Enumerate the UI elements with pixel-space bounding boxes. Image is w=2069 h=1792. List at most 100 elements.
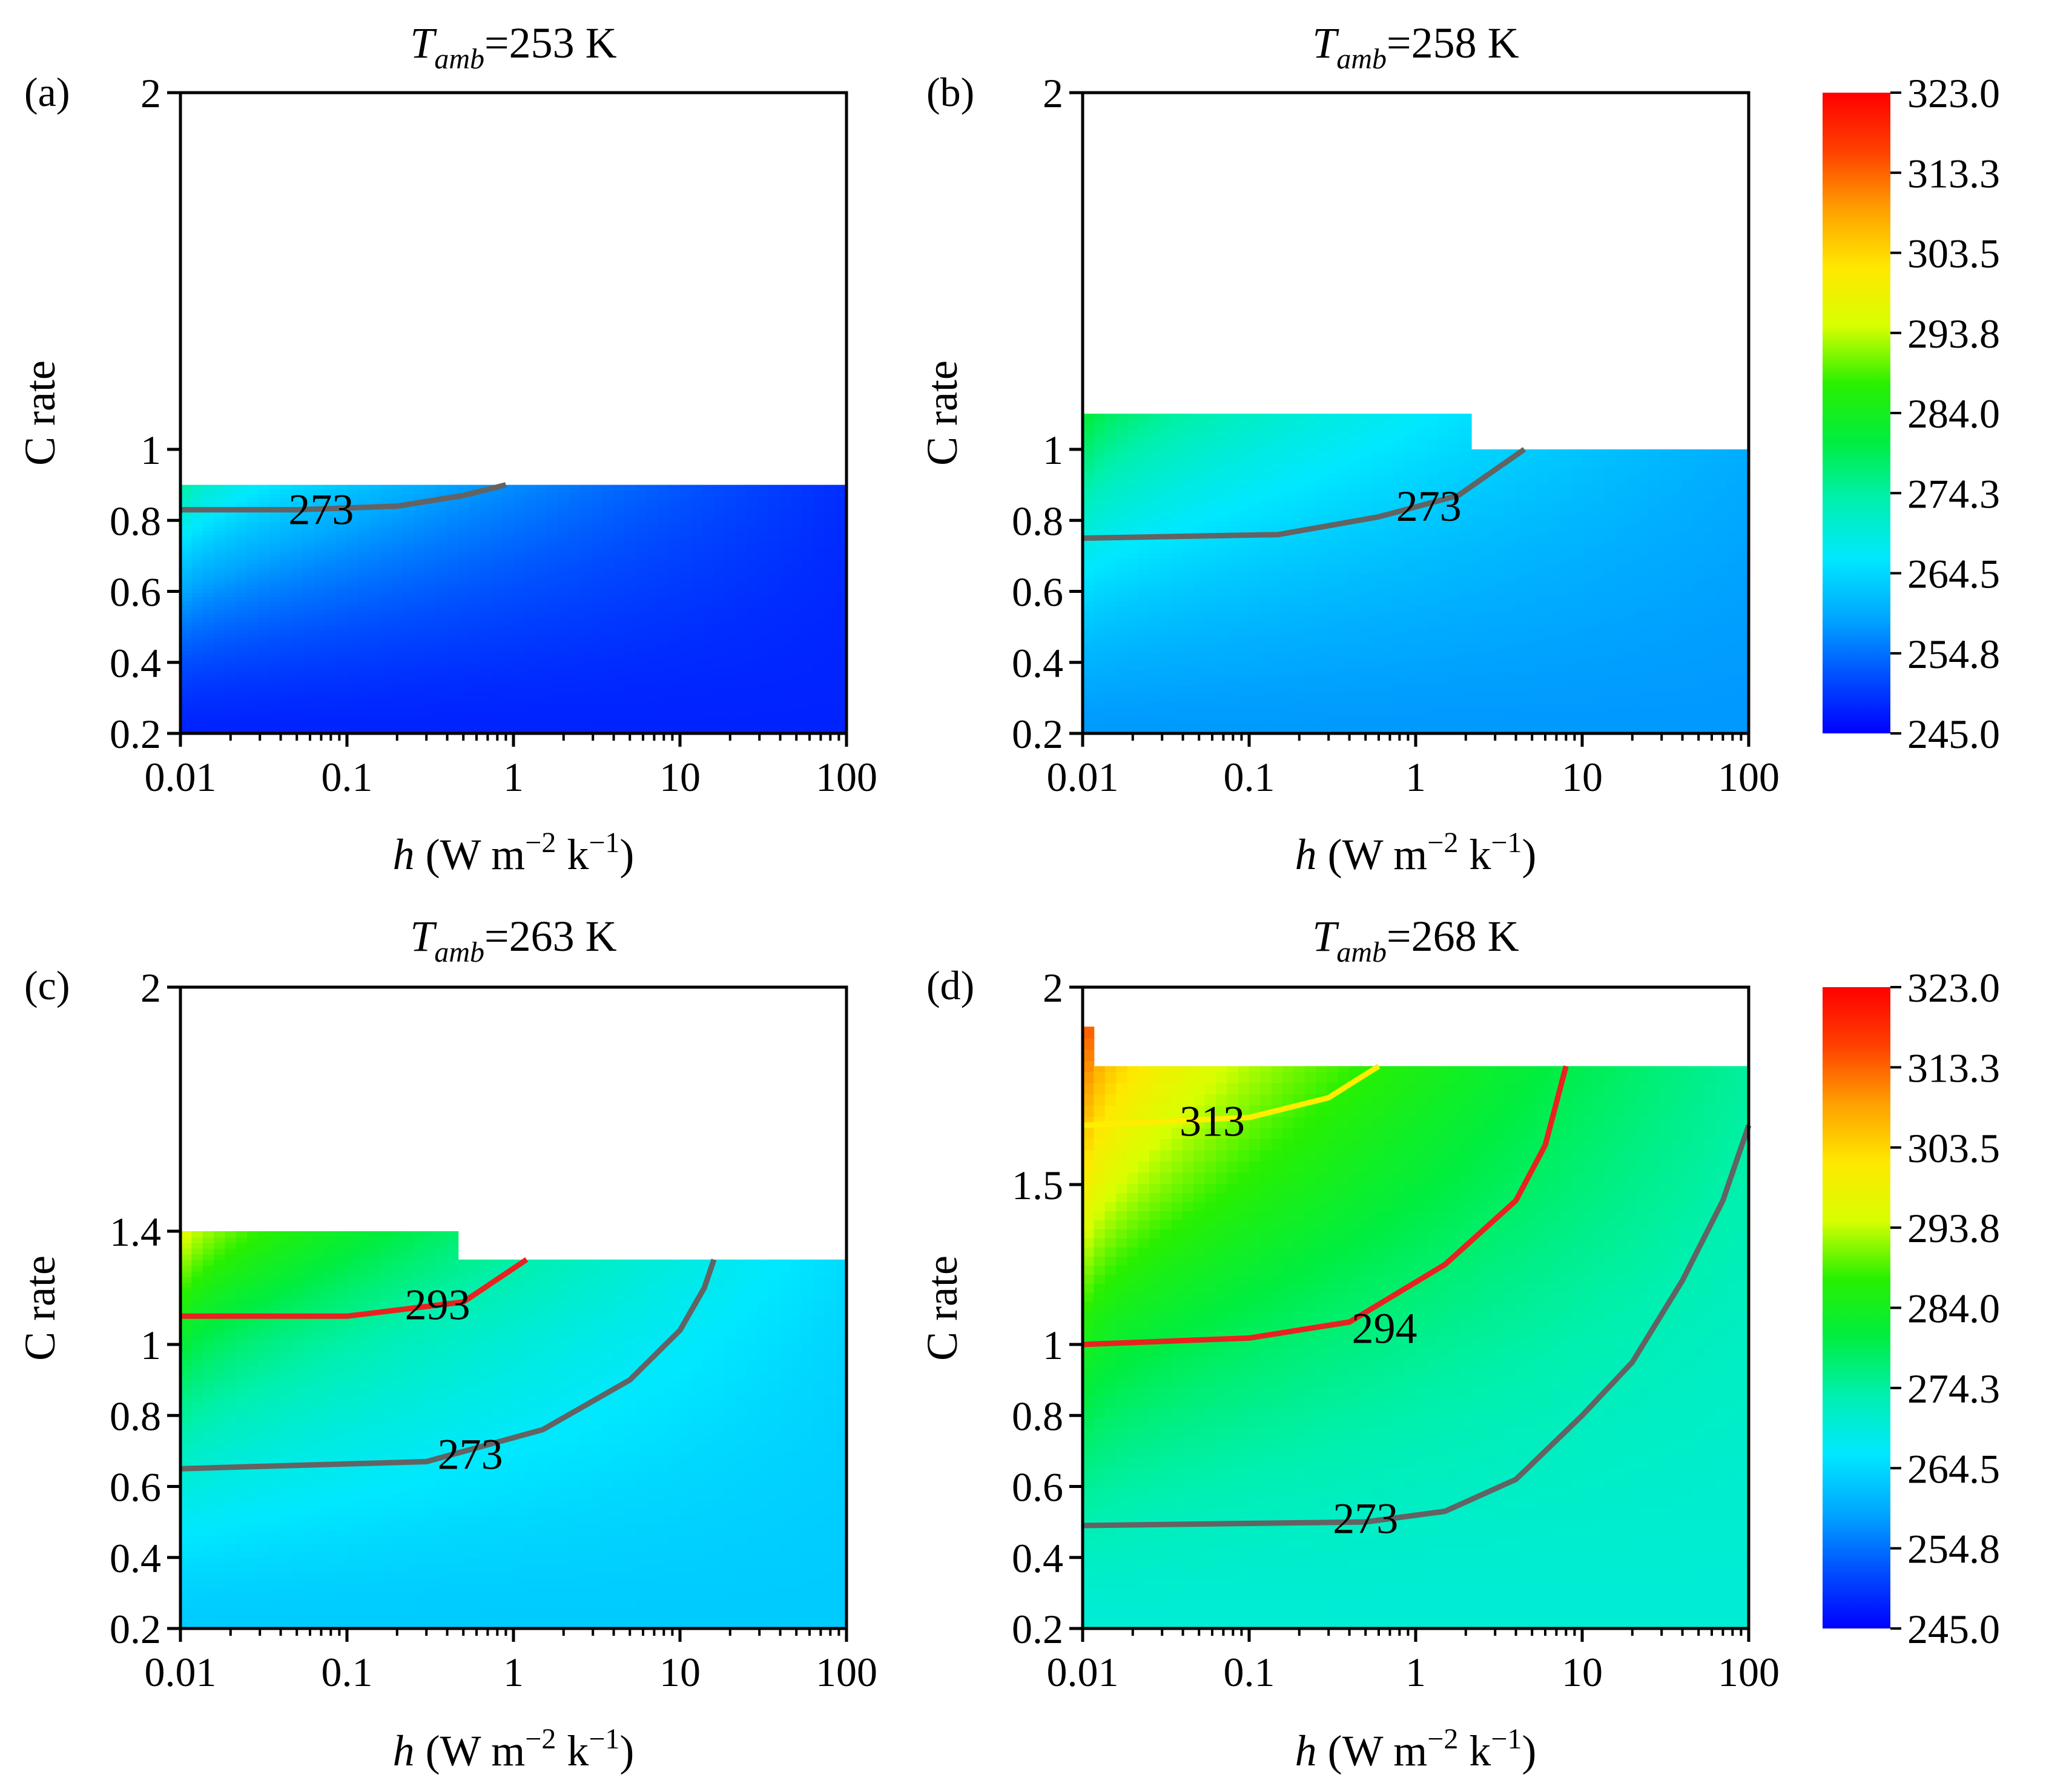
field-cell — [1238, 728, 1250, 734]
field-cell — [768, 675, 780, 680]
field-cell — [402, 605, 414, 610]
field-cell — [1227, 717, 1239, 724]
field-cell — [502, 547, 514, 552]
field-cell — [1160, 722, 1172, 729]
field-cell — [1083, 515, 1095, 521]
field-cell — [225, 547, 237, 552]
field-cell — [314, 567, 326, 573]
field-cell — [302, 543, 314, 548]
field-cell — [202, 493, 214, 498]
field-cell — [1171, 584, 1183, 590]
field-cell — [424, 729, 437, 734]
field-cell — [835, 493, 847, 498]
field-cell — [1204, 648, 1216, 655]
field-cell — [1260, 467, 1272, 474]
field-cell — [480, 671, 492, 676]
field-cell — [768, 613, 780, 618]
field-cell — [613, 671, 625, 676]
field-cell — [469, 572, 481, 577]
field-cell — [1293, 728, 1305, 734]
field-cell — [1094, 621, 1106, 628]
field-cell — [802, 493, 814, 498]
field-cell — [724, 712, 736, 718]
field-cell — [380, 704, 392, 709]
field-cell — [1249, 616, 1261, 623]
field-cell — [1138, 648, 1150, 655]
field-cell — [1116, 574, 1128, 580]
field-cell — [668, 534, 681, 540]
field-cell — [602, 497, 614, 502]
field-cell — [380, 580, 392, 585]
field-cell — [713, 646, 725, 652]
field-cell — [435, 633, 447, 639]
field-cell — [435, 675, 447, 680]
field-cell — [1116, 595, 1128, 601]
field-cell — [480, 597, 492, 602]
field-cell — [1183, 658, 1195, 665]
field-cell — [402, 704, 414, 709]
field-cell — [1116, 658, 1128, 665]
field-cell — [180, 522, 193, 527]
field-cell — [369, 605, 381, 610]
field-cell — [535, 592, 547, 598]
field-cell — [502, 729, 514, 734]
field-cell — [247, 658, 259, 664]
field-cell — [291, 696, 303, 701]
field-cell — [269, 484, 281, 490]
field-cell — [691, 687, 703, 693]
field-cell — [1204, 643, 1216, 649]
field-cell — [502, 683, 514, 689]
field-cell — [469, 484, 481, 490]
field-cell — [735, 725, 747, 730]
field-cell — [402, 671, 414, 676]
field-cell — [1149, 669, 1161, 676]
field-cell — [258, 597, 270, 602]
field-cell — [424, 621, 437, 627]
field-cell — [602, 514, 614, 519]
field-cell — [1104, 568, 1117, 575]
field-cell — [747, 613, 759, 618]
field-cell — [824, 709, 836, 713]
field-cell — [635, 675, 647, 680]
field-cell — [314, 489, 326, 494]
field-cell — [435, 601, 447, 606]
field-cell — [1160, 477, 1172, 484]
field-cell — [1094, 632, 1106, 638]
field-cell — [480, 522, 492, 527]
field-cell — [1094, 563, 1106, 569]
field-cell — [491, 567, 503, 573]
field-cell — [658, 655, 670, 660]
field-cell — [768, 489, 780, 494]
field-cell — [1260, 610, 1272, 617]
field-cell — [347, 630, 359, 635]
field-cell — [435, 522, 447, 527]
field-cell — [1316, 451, 1328, 457]
field-cell — [424, 551, 437, 556]
field-cell — [680, 493, 692, 498]
field-cell — [1271, 675, 1283, 681]
field-cell — [1193, 557, 1206, 564]
field-cell — [435, 609, 447, 614]
field-cell — [824, 679, 836, 684]
field-cell — [1216, 520, 1228, 527]
field-cell — [591, 650, 603, 655]
field-cell — [414, 514, 426, 519]
field-cell — [724, 489, 736, 494]
field-cell — [314, 675, 326, 680]
field-cell — [747, 638, 759, 643]
field-cell — [335, 497, 348, 502]
field-cell — [502, 522, 514, 527]
field-cell — [1149, 637, 1161, 644]
field-cell — [214, 712, 226, 718]
field-cell — [1104, 509, 1117, 516]
field-cell — [524, 621, 536, 627]
field-cell — [502, 559, 514, 564]
field-cell — [202, 613, 214, 618]
field-cell — [757, 526, 770, 531]
field-cell — [535, 696, 547, 701]
field-cell — [402, 526, 414, 531]
field-cell — [835, 555, 847, 560]
field-cell — [391, 667, 403, 672]
field-cell — [558, 646, 570, 652]
field-cell — [491, 505, 503, 511]
